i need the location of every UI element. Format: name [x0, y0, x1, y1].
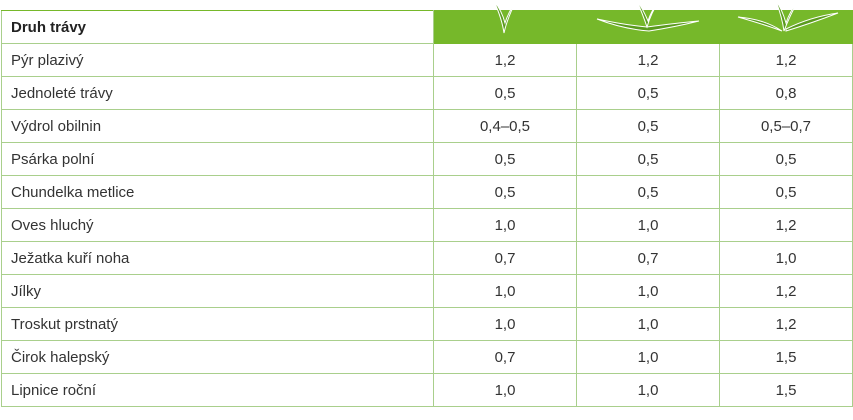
dose-cell: 1,2 [720, 44, 853, 77]
dose-cell: 0,7 [434, 242, 577, 275]
page: Druh trávy Pýr plazivý1,21,2 [0, 0, 853, 420]
grass-name: Psárka polní [2, 143, 434, 176]
dose-cell: 0,5 [434, 77, 577, 110]
dose-cell: 1,2 [720, 308, 853, 341]
grass-name: Čirok halepský [2, 341, 434, 374]
dose-cell: 0,7 [577, 242, 720, 275]
dose-cell: 1,0 [577, 308, 720, 341]
dose-cell: 0,5 [577, 77, 720, 110]
grass-name: Oves hluchý [2, 209, 434, 242]
dose-cell: 0,5 [720, 143, 853, 176]
grass-name: Troskut prstnatý [2, 308, 434, 341]
dose-cell: 1,0 [434, 209, 577, 242]
dose-cell: 1,5 [720, 341, 853, 374]
dose-cell: 1,0 [577, 374, 720, 407]
plant-icon [720, 1, 853, 35]
grass-name: Jednoleté trávy [2, 77, 434, 110]
plant-icon [577, 1, 720, 35]
header-icon-cell [434, 11, 577, 44]
dose-cell: 1,0 [434, 308, 577, 341]
dose-cell: 1,5 [720, 374, 853, 407]
dose-cell: 1,2 [720, 209, 853, 242]
dose-cell: 0,5 [577, 110, 720, 143]
dose-cell: 1,2 [577, 44, 720, 77]
dose-cell: 0,5 [434, 176, 577, 209]
dose-cell: 0,8 [720, 77, 853, 110]
dose-cell: 1,0 [577, 275, 720, 308]
dose-cell: 1,0 [434, 275, 577, 308]
dose-cell: 1,0 [720, 242, 853, 275]
dose-cell: 1,0 [434, 374, 577, 407]
dose-cell: 1,0 [577, 209, 720, 242]
dose-cell: 1,2 [720, 275, 853, 308]
grass-name: Výdrol obilnin [2, 110, 434, 143]
dose-cell: 0,5–0,7 [720, 110, 853, 143]
grass-name: Ježatka kuří noha [2, 242, 434, 275]
grass-name: Pýr plazivý [2, 44, 434, 77]
dose-cell: 0,5 [720, 176, 853, 209]
header-icon-cell [720, 11, 853, 44]
grass-name: Chundelka metlice [2, 176, 434, 209]
dose-cell: 0,5 [577, 143, 720, 176]
header-cell: Druh trávy [2, 11, 434, 44]
grass-name: Jílky [2, 275, 434, 308]
dose-cell: 0,5 [434, 143, 577, 176]
header-row: Druh trávy [2, 11, 853, 44]
dose-cell: 0,5 [577, 176, 720, 209]
dose-cell: 1,0 [577, 341, 720, 374]
dose-cell: 0,4–0,5 [434, 110, 577, 143]
dose-cell: 0,7 [434, 341, 577, 374]
grass-name: Lipnice roční [2, 374, 434, 407]
plant-icon [434, 1, 577, 35]
header-icon-cell [577, 11, 720, 44]
dose-cell: 1,2 [434, 44, 577, 77]
